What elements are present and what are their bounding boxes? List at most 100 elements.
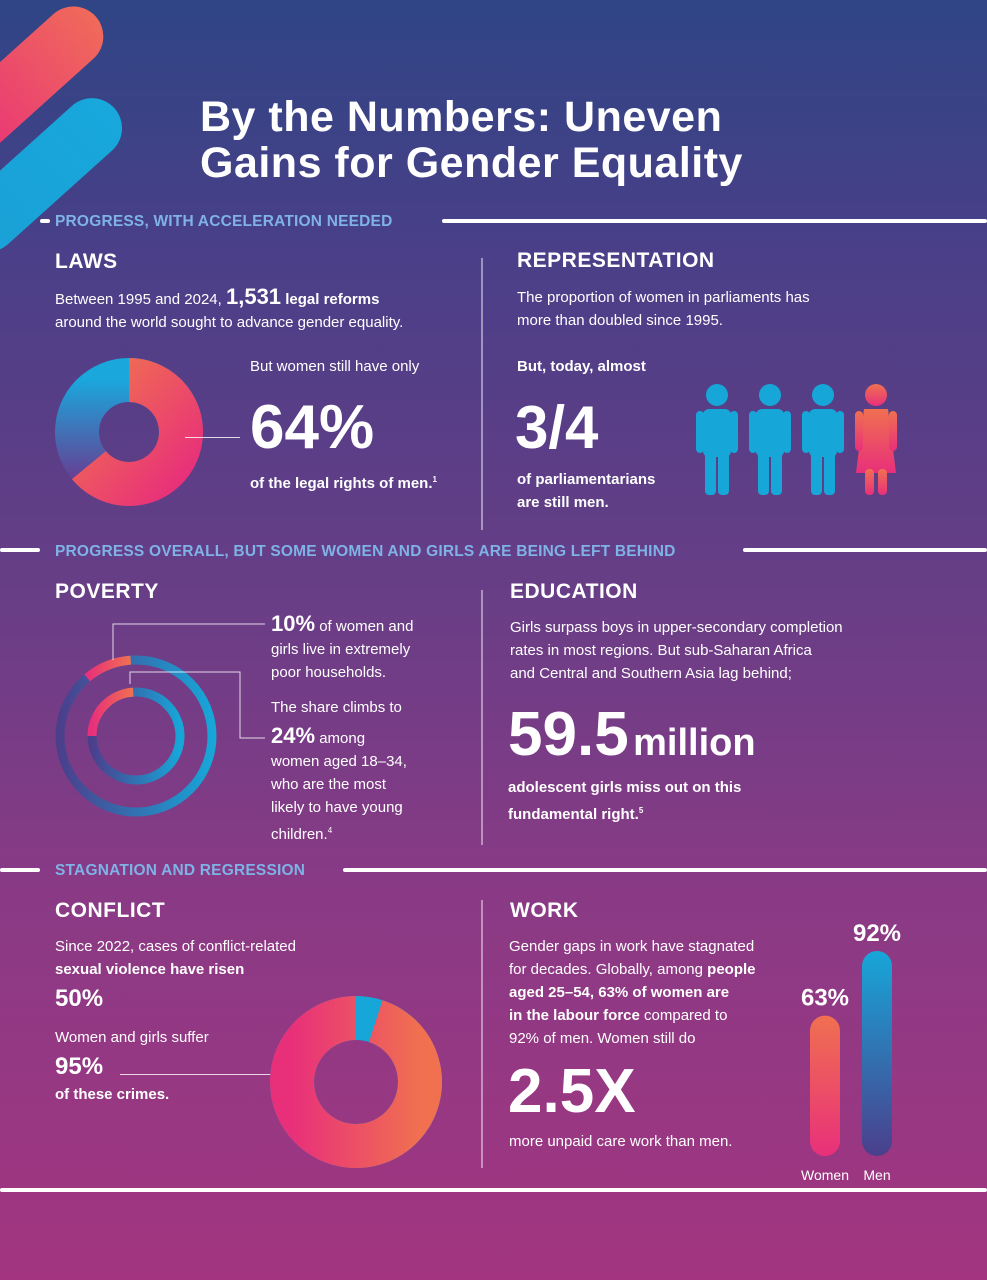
poverty-text-1a: of women and xyxy=(319,618,414,635)
laws-heading: LAWS xyxy=(55,250,118,273)
poverty-outer-ring xyxy=(55,655,217,817)
education-footnote: 5 xyxy=(638,806,644,815)
poverty-text-1: 10% of women and girls live in extremely… xyxy=(271,612,471,684)
poverty-text-1c: poor households. xyxy=(271,664,387,681)
work-text-3: aged 25–54, 63% of women are xyxy=(509,984,730,1001)
poverty-leader-lines xyxy=(112,623,265,739)
section-heading-progress: PROGRESS, WITH ACCELERATION NEEDED xyxy=(55,213,393,230)
title-line-1: By the Numbers: Uneven xyxy=(200,93,723,141)
work-text-4b: compared to xyxy=(644,1007,728,1024)
conflict-stat-2: 95% xyxy=(55,1053,104,1080)
education-text-2: rates in most regions. But sub-Saharan A… xyxy=(510,642,812,659)
man-icon xyxy=(802,384,844,495)
work-caption: more unpaid care work than men. xyxy=(509,1133,733,1150)
poverty-text-2b: women aged 18–34, xyxy=(271,753,407,770)
conflict-text: Since 2022, cases of conflict-related se… xyxy=(55,935,296,981)
representation-heading: REPRESENTATION xyxy=(517,249,715,272)
section-divider-left xyxy=(0,868,40,872)
education-heading: EDUCATION xyxy=(510,580,638,603)
laws-percent: 64% xyxy=(250,393,375,462)
poverty-rings-chart xyxy=(55,655,217,817)
laws-caption-text: of the legal rights of men. xyxy=(250,475,433,492)
education-stat: 59.5 million xyxy=(508,698,756,772)
work-bar-value-women: 63% xyxy=(801,985,849,1012)
conflict-caption: of these crimes. xyxy=(55,1086,170,1103)
column-divider xyxy=(481,900,483,1168)
woman-icon xyxy=(855,384,897,495)
poverty-text-2: 24% among women aged 18–34, who are the … xyxy=(271,724,471,846)
work-text-2b: people xyxy=(707,961,756,978)
section-heading-stagnation: STAGNATION AND REGRESSION xyxy=(55,862,306,879)
section-divider xyxy=(442,219,987,223)
conflict-text-1: Since 2022, cases of conflict-related xyxy=(55,938,296,955)
man-icon xyxy=(696,384,738,495)
education-stat-unit: million xyxy=(633,722,756,764)
education-text-1: Girls surpass boys in upper-secondary co… xyxy=(510,619,843,636)
column-divider xyxy=(481,258,483,530)
representation-caption: of parliamentarians are still men. xyxy=(517,468,655,514)
work-bar-label-men: Men xyxy=(863,1167,890,1183)
title-line-2: Gains for Gender Equality xyxy=(200,139,743,187)
poverty-text-2d: likely to have young xyxy=(271,799,403,816)
poverty-text-2e: children. xyxy=(271,826,328,843)
laws-text-bold: legal reforms xyxy=(285,291,380,308)
laws-leader-line xyxy=(185,437,240,438)
poverty-text-2c: who are the most xyxy=(271,776,387,793)
laws-stat: 1,531 xyxy=(225,284,282,309)
representation-caption-2: are still men. xyxy=(517,494,609,511)
poverty-stat-1: 10% xyxy=(271,611,316,636)
laws-donut-share xyxy=(72,358,203,506)
conflict-leader-line xyxy=(120,1074,292,1075)
education-text: Girls surpass boys in upper-secondary co… xyxy=(510,616,950,685)
conflict-heading: CONFLICT xyxy=(55,899,166,922)
poverty-footnote: 4 xyxy=(327,826,333,835)
conflict-donut-share xyxy=(270,996,442,1168)
poverty-stat-2: 24% xyxy=(271,723,316,748)
representation-text-1: The proportion of women in parliaments h… xyxy=(517,289,810,306)
laws-text-1: Between 1995 and 2024, xyxy=(55,291,222,308)
work-text-4a: in the labour force xyxy=(509,1007,640,1024)
conflict-text-2: sexual violence have risen xyxy=(55,961,245,978)
laws-lead: But women still have only xyxy=(250,358,420,375)
education-stat-value: 59.5 xyxy=(508,700,629,769)
education-caption-2: fundamental right. xyxy=(508,806,639,823)
man-icon xyxy=(749,384,791,495)
representation-text-2: more than doubled since 1995. xyxy=(517,312,723,329)
work-bar-men xyxy=(862,951,892,1156)
laws-caption: of the legal rights of men.1 xyxy=(250,468,437,495)
work-text-5: 92% of men. Women still do xyxy=(509,1030,696,1047)
section-divider xyxy=(743,548,987,552)
bottom-divider xyxy=(0,1188,987,1192)
education-caption: adolescent girls miss out on this fundam… xyxy=(508,776,741,826)
work-text-2a: for decades. Globally, among xyxy=(509,961,703,978)
column-divider xyxy=(481,590,483,845)
work-stat: 2.5X xyxy=(508,1057,636,1126)
conflict-stat-1: 50% xyxy=(55,985,104,1012)
work-text-1: Gender gaps in work have stagnated xyxy=(509,938,755,955)
page-title: By the Numbers: Uneven Gains for Gender … xyxy=(200,94,900,186)
poverty-outer-share xyxy=(84,655,132,682)
laws-text-2: around the world sought to advance gende… xyxy=(55,314,404,331)
work-bar-label-women: Women xyxy=(801,1167,849,1183)
poverty-heading: POVERTY xyxy=(55,580,159,603)
work-bar-women xyxy=(810,1015,840,1156)
laws-donut-chart xyxy=(55,358,203,506)
section-divider-left xyxy=(40,219,50,223)
representation-text: The proportion of women in parliaments h… xyxy=(517,286,937,332)
work-bar-chart: 63% Women 92% Men xyxy=(801,920,901,1183)
education-caption-1: adolescent girls miss out on this xyxy=(508,779,742,796)
education-text-3: and Central and Southern Asia lag behind… xyxy=(510,665,792,682)
work-bar-value-men: 92% xyxy=(853,920,901,947)
poverty-inner-share xyxy=(87,687,134,737)
conflict-donut-chart xyxy=(270,996,442,1168)
poverty-text-2a: among xyxy=(319,730,366,747)
poverty-text-1b: girls live in extremely xyxy=(271,641,411,658)
representation-lead: But, today, almost xyxy=(517,358,646,375)
section-divider xyxy=(343,868,987,872)
representation-caption-1: of parliamentarians xyxy=(517,471,656,488)
conflict-lead: Women and girls suffer xyxy=(55,1029,209,1046)
work-heading: WORK xyxy=(510,899,579,922)
section-divider-left xyxy=(0,548,40,552)
work-text: Gender gaps in work have stagnated for d… xyxy=(509,935,799,1050)
laws-footnote: 1 xyxy=(432,475,437,484)
